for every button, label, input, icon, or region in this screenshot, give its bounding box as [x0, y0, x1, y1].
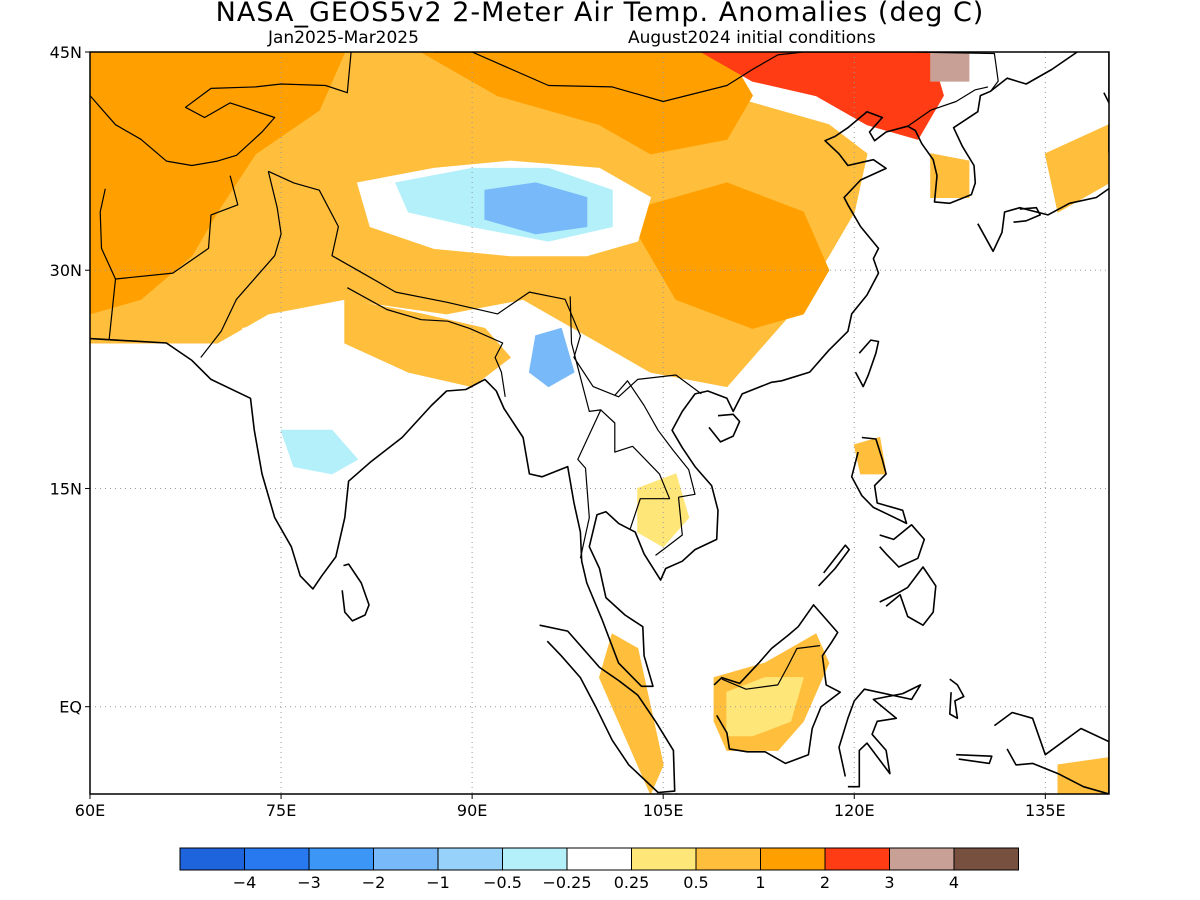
colorbar-swatch	[824, 847, 890, 871]
colorbar-swatch	[308, 847, 374, 871]
anomaly-fill-layer	[90, 52, 1109, 794]
lon-tick-label: 90E	[457, 801, 487, 820]
colorbar-swatch	[953, 847, 1019, 871]
border-iran-afghan	[99, 188, 117, 280]
border-china-russia-ne	[803, 52, 999, 92]
anomaly-region-orange-sumatra	[598, 633, 664, 794]
coastline-shikoku	[1013, 206, 1041, 223]
anomaly-region-pink-corner	[930, 52, 970, 82]
anomaly-region-orange-newguinea	[1057, 757, 1109, 794]
colorbar-tick-label: 4	[949, 873, 959, 892]
coastline-mindanao	[879, 566, 937, 627]
coastline-sri-lanka	[341, 563, 370, 622]
coastline-luzon	[850, 436, 908, 525]
lat-tick-label: 15N	[50, 479, 82, 498]
colorbar-swatch	[179, 847, 245, 871]
border-borneo-border	[721, 645, 820, 690]
border-bangladesh	[447, 320, 506, 397]
lat-tick-label: EQ	[59, 698, 82, 717]
initial-conditions: August2024 initial conditions	[628, 28, 876, 48]
coastline-new-guinea	[993, 711, 1109, 794]
map-title: NASA_GEOS5v2 2-Meter Air Temp. Anomalies…	[215, 0, 985, 28]
anomaly-region-orange-korea	[930, 153, 970, 198]
coastline-taiwan	[854, 339, 880, 388]
coastline-halmahera	[948, 678, 965, 720]
colorbar-swatch	[695, 847, 761, 871]
coastline-sulawesi	[838, 684, 922, 788]
coastline-seram	[956, 753, 993, 765]
colorbar-tick-label: 1	[755, 873, 765, 892]
anomaly-region-yellow-cambodia	[637, 473, 690, 548]
graticule	[90, 52, 1109, 794]
coastline-layer	[90, 52, 1122, 795]
colorbar-swatch	[566, 847, 632, 871]
border-myanmar-thai	[569, 296, 602, 559]
lon-tick-label: 120E	[834, 801, 875, 820]
colorbar-swatch	[244, 847, 310, 871]
anomaly-region-blue-tibet	[484, 182, 588, 235]
anomaly-region-orange-india	[344, 298, 512, 388]
anomaly-region-orange-japan	[1044, 124, 1109, 213]
anomaly-region-blue-myanmar	[528, 327, 575, 388]
forecast-period: Jan2025-Mar2025	[268, 28, 419, 48]
coastline-palawan	[818, 544, 851, 587]
border-laos-vietnam	[614, 380, 696, 498]
colorbar-tick-label: −0.5	[483, 873, 522, 892]
colorbar-tick-label: 0.25	[614, 873, 650, 892]
border-mongolia-china	[433, 52, 804, 103]
lon-tick-label: 60E	[75, 801, 105, 820]
colorbar-tick-label: −1	[426, 873, 450, 892]
lat-tick-label: 45N	[50, 43, 82, 62]
border-himalaya	[268, 170, 702, 398]
anomaly-region-darkorange-china	[624, 182, 830, 329]
colorbar-tick-label: −2	[362, 873, 386, 892]
colorbar-swatch	[631, 847, 697, 871]
colorbar-tick-label: −4	[233, 873, 257, 892]
lat-tick-label: 30N	[50, 261, 82, 280]
colorbar-swatch	[889, 847, 955, 871]
lon-tick-label: 105E	[643, 801, 684, 820]
colorbar-tick-label: 0.5	[683, 873, 708, 892]
colorbar-tick-label: −3	[297, 873, 321, 892]
coastline-hainan	[708, 413, 741, 443]
border-png-border	[1121, 745, 1122, 795]
colorbar-swatch	[373, 847, 439, 871]
anomaly-region-lightblue-india	[280, 429, 359, 475]
map-plot-area	[90, 52, 1122, 795]
border-pakistan-india	[200, 171, 282, 358]
border-north-korea-china	[907, 86, 989, 127]
coastline-india-coast	[90, 52, 1078, 688]
colorbar-tick-label: −0.25	[542, 873, 591, 892]
coastline-borneo	[713, 604, 842, 765]
colorbar-swatch	[760, 847, 826, 871]
colorbar-tick-label: 2	[820, 873, 830, 892]
border-cambodia-vietnam	[655, 497, 683, 556]
border-nepal-south	[347, 287, 448, 322]
colorbar-tick-label: 3	[884, 873, 894, 892]
lon-tick-label: 75E	[266, 801, 296, 820]
colorbar-swatch	[437, 847, 503, 871]
map-frame	[89, 51, 1110, 795]
coastline-sumatra	[539, 624, 676, 794]
colorbar: −4 −3 −2 −1 −0.5 −0.25 0.25 0.5 1 2 3 4	[179, 847, 1019, 892]
border-central-asia	[90, 52, 352, 167]
axis-labels: 60E 75E 90E 105E 120E 135E 45N 30N 15N EQ	[50, 43, 1066, 820]
lon-tick-label: 135E	[1025, 801, 1066, 820]
border-thai-laos-cambodia	[600, 409, 671, 530]
coastline-sakhalin-hokkaido	[1103, 52, 1109, 104]
coastline-japan-kyushu-honshu	[977, 124, 1109, 253]
colorbar-swatch	[502, 847, 568, 871]
coastline-visayas	[879, 523, 926, 568]
